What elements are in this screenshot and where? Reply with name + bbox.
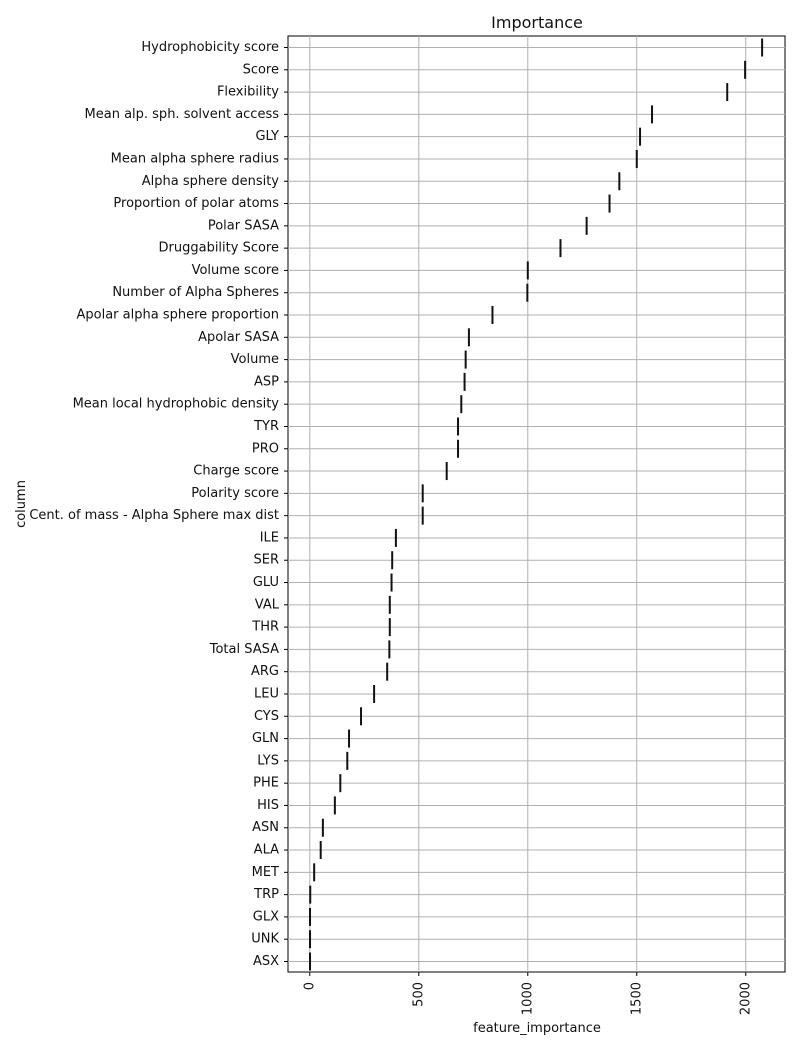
x-tick-label: 1000 xyxy=(520,982,535,1015)
y-tick-label: TRP xyxy=(253,887,279,902)
y-tick-label: GLX xyxy=(253,909,279,924)
y-tick-label: ARG xyxy=(251,664,279,679)
grid-lines xyxy=(284,36,785,976)
x-tick-label: 500 xyxy=(411,982,426,1007)
y-tick-label: VAL xyxy=(255,597,280,612)
y-tick-label: ASX xyxy=(253,954,279,969)
y-tick-label: LYS xyxy=(257,753,279,768)
y-tick-label: Polarity score xyxy=(191,486,279,501)
x-tick-labels: 0 500 1000 1500 2000 xyxy=(302,982,753,1015)
y-tick-label: GLU xyxy=(253,575,279,590)
y-tick-label: Apolar alpha sphere proportion xyxy=(77,308,280,323)
y-tick-label: PHE xyxy=(253,776,279,791)
y-tick-label: Mean alpha sphere radius xyxy=(111,151,280,166)
y-tick-label: Score xyxy=(243,62,279,77)
y-tick-label: PRO xyxy=(252,441,279,456)
y-tick-label: CYS xyxy=(254,709,279,724)
y-tick-label: Druggability Score xyxy=(159,241,280,256)
plot-area xyxy=(287,35,786,973)
y-tick-label: Polar SASA xyxy=(208,218,279,233)
x-axis-title: feature_importance xyxy=(473,1021,601,1036)
x-tick-label: 0 xyxy=(302,982,317,990)
y-tick-label: Flexibility xyxy=(217,85,279,100)
y-tick-label: Proportion of polar atoms xyxy=(113,196,279,211)
y-tick-label: UNK xyxy=(251,932,279,947)
y-tick-label: Volume xyxy=(231,352,279,367)
y-tick-label: Charge score xyxy=(193,464,279,479)
y-tick-label: Apolar SASA xyxy=(198,330,279,345)
y-tick-label: LEU xyxy=(254,686,279,701)
y-tick-label: Hydrophobicity score xyxy=(141,40,279,55)
y-tick-label: TYR xyxy=(253,419,279,434)
y-tick-label: ALA xyxy=(254,843,279,858)
y-tick-label: GLN xyxy=(252,731,279,746)
y-tick-label: Mean local hydrophobic density xyxy=(73,397,280,412)
y-tick-label: Alpha sphere density xyxy=(142,174,280,189)
y-tick-label: ILE xyxy=(260,530,279,545)
y-tick-label: Number of Alpha Spheres xyxy=(112,285,279,300)
x-tick-label: 1500 xyxy=(629,982,644,1015)
chart-title: Importance xyxy=(491,13,583,32)
y-axis-title: column xyxy=(14,480,29,528)
y-tick-label: Cent. of mass - Alpha Sphere max dist xyxy=(29,508,279,523)
x-tick-label: 2000 xyxy=(738,982,753,1015)
y-tick-label: HIS xyxy=(257,798,279,813)
y-tick-label: Volume score xyxy=(192,263,279,278)
y-tick-labels: Hydrophobicity score Score Flexibility Mean… xyxy=(29,40,279,969)
data-marks xyxy=(309,38,764,971)
y-tick-label: MET xyxy=(252,865,279,880)
y-tick-label: THR xyxy=(251,620,279,635)
y-tick-label: Total SASA xyxy=(209,642,279,657)
y-tick-label: ASP xyxy=(254,374,279,389)
y-tick-label: GLY xyxy=(255,129,279,144)
y-tick-label: Mean alp. sph. solvent access xyxy=(85,107,280,122)
y-tick-label: SER xyxy=(254,553,280,568)
y-tick-label: ASN xyxy=(252,820,279,835)
